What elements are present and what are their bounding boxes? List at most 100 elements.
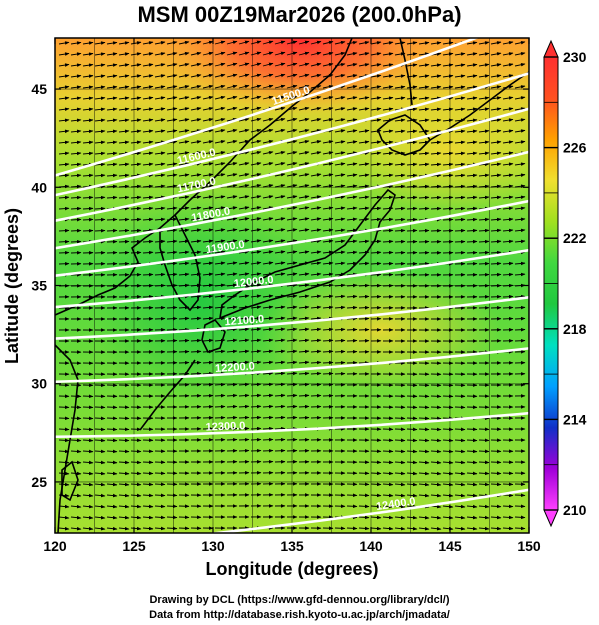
wind-arrow xyxy=(298,173,310,177)
wind-arrow xyxy=(226,195,238,199)
wind-arrow xyxy=(478,460,490,465)
wind-arrow xyxy=(166,515,178,520)
wind-arrow xyxy=(166,74,178,78)
wind-arrow xyxy=(322,73,334,78)
wind-arrow xyxy=(274,51,286,56)
wind-arrow xyxy=(502,283,514,288)
wind-arrow xyxy=(310,84,322,89)
wind-arrow xyxy=(502,151,514,155)
wind-arrow xyxy=(166,63,178,67)
wind-arrow xyxy=(214,228,226,232)
wind-arrow xyxy=(322,118,334,122)
wind-arrow xyxy=(298,73,310,78)
wind-arrow xyxy=(226,261,238,265)
wind-arrow xyxy=(178,272,190,277)
wind-arrow xyxy=(394,129,406,134)
wind-arrow xyxy=(334,184,346,188)
contour-label: 12200.0 xyxy=(215,361,255,375)
wind-arrow xyxy=(310,261,322,266)
wind-arrow xyxy=(274,40,286,45)
wind-arrow xyxy=(166,52,178,56)
wind-arrow xyxy=(58,438,70,443)
wind-arrow xyxy=(346,184,358,188)
wind-arrow xyxy=(190,272,202,277)
wind-arrow xyxy=(478,129,490,134)
wind-arrow xyxy=(466,41,478,45)
wind-arrow xyxy=(70,184,82,189)
wind-arrow xyxy=(430,74,442,78)
wind-arrow xyxy=(190,184,202,188)
wind-arrow xyxy=(214,73,226,78)
wind-arrow xyxy=(346,272,358,277)
wind-arrow xyxy=(310,228,322,232)
wind-arrow xyxy=(430,41,442,45)
wind-arrow xyxy=(346,96,358,100)
wind-arrow xyxy=(214,106,226,111)
wind-arrow xyxy=(58,74,70,78)
wind-arrow xyxy=(298,184,310,188)
wind-arrow xyxy=(406,140,418,145)
wind-arrow xyxy=(466,206,478,211)
wind-arrow xyxy=(250,217,262,221)
wind-arrow xyxy=(178,129,190,133)
y-tick-label: 25 xyxy=(31,474,47,490)
wind-arrow xyxy=(418,129,430,134)
wind-arrow xyxy=(274,95,286,100)
wind-arrow xyxy=(82,74,94,78)
wind-arrow xyxy=(382,151,394,156)
wind-arrow xyxy=(214,40,226,45)
wind-arrow xyxy=(94,63,106,67)
wind-arrow xyxy=(226,173,238,177)
wind-arrow xyxy=(334,129,346,133)
wind-arrow xyxy=(454,228,466,233)
wind-arrow xyxy=(262,40,274,45)
wind-arrow xyxy=(502,140,514,144)
wind-arrow xyxy=(454,438,466,443)
wind-arrow xyxy=(166,261,178,266)
wind-arrow xyxy=(334,40,346,45)
wind-arrow xyxy=(358,504,370,509)
wind-arrow xyxy=(502,96,514,100)
wind-arrow xyxy=(310,239,322,243)
wind-arrow xyxy=(406,74,418,78)
wind-arrow xyxy=(406,63,418,67)
wind-arrow xyxy=(202,106,214,111)
wind-arrow xyxy=(490,283,502,288)
wind-arrow xyxy=(298,415,310,420)
wind-arrow xyxy=(274,117,286,122)
wind-arrow xyxy=(82,228,94,233)
wind-arrow xyxy=(370,471,382,476)
wind-arrow xyxy=(238,173,250,177)
wind-arrow xyxy=(358,52,370,56)
wind-arrow xyxy=(250,426,262,431)
wind-arrow xyxy=(442,195,454,200)
wind-arrow xyxy=(250,106,262,111)
wind-arrow xyxy=(106,85,118,89)
wind-arrow xyxy=(58,85,70,89)
wind-arrow xyxy=(82,173,94,178)
wind-arrow xyxy=(370,74,382,78)
wind-arrow xyxy=(310,393,322,398)
wind-arrow xyxy=(322,173,334,177)
wind-arrow xyxy=(274,128,286,133)
wind-arrow xyxy=(94,41,106,45)
wind-arrow xyxy=(478,41,490,45)
wind-arrow xyxy=(346,118,358,122)
wind-arrow xyxy=(478,140,490,145)
wind-arrow xyxy=(442,206,454,211)
wind-arrow xyxy=(298,84,310,89)
wind-arrow xyxy=(238,51,250,56)
wind-arrow xyxy=(502,74,514,78)
wind-arrow xyxy=(70,427,82,432)
coastline-sakhalin xyxy=(399,38,413,106)
wind-arrow xyxy=(130,52,142,56)
wind-arrow xyxy=(286,404,298,409)
wind-arrow xyxy=(406,52,418,56)
wind-arrow xyxy=(166,206,178,211)
wind-arrow xyxy=(94,74,106,78)
wind-arrow xyxy=(478,261,490,266)
wind-arrow xyxy=(442,41,454,45)
wind-arrow xyxy=(154,493,166,498)
wind-arrow xyxy=(238,195,250,199)
wind-arrow xyxy=(202,382,214,387)
